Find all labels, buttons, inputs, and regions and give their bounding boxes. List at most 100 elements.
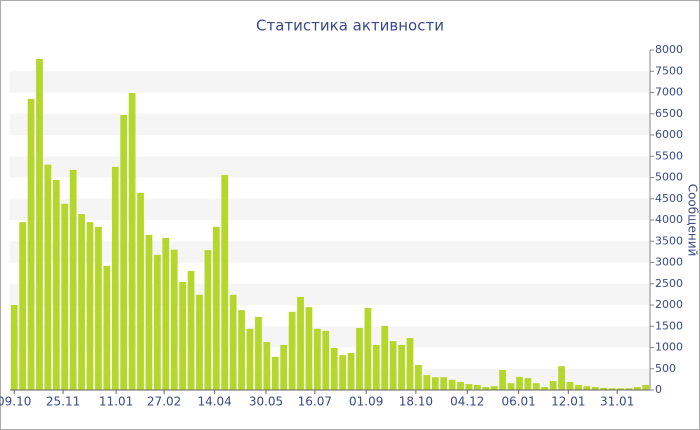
y-tick-label: 1000: [655, 341, 683, 354]
x-tick-label: 25.11: [46, 395, 80, 409]
bar: [381, 325, 389, 390]
bar: [575, 384, 582, 390]
bar: [474, 384, 481, 390]
bar: [221, 174, 229, 390]
grid-band: [10, 156, 650, 178]
y-tick-label: 5500: [655, 149, 683, 162]
grid-band: [10, 198, 650, 220]
y-tick-label: 2500: [655, 277, 683, 290]
x-tick-label: 04.12: [450, 395, 484, 409]
bar: [61, 203, 69, 390]
bar: [457, 381, 464, 390]
x-tick-label: 01.09: [349, 395, 383, 409]
bar: [120, 115, 128, 391]
x-tick-label: 16.07: [298, 395, 332, 409]
chart-title: Статистика активности: [256, 17, 444, 35]
x-tick-label: 30.05: [249, 395, 283, 409]
bar: [170, 249, 178, 390]
bar: [255, 316, 262, 390]
bar: [69, 169, 77, 390]
y-tick-label: 500: [655, 362, 676, 375]
bar: [558, 366, 565, 390]
bar: [516, 376, 523, 390]
bar: [128, 92, 136, 391]
bar: [204, 250, 212, 390]
bar: [137, 192, 144, 390]
bar: [145, 234, 153, 390]
grid-band: [10, 326, 650, 348]
bar: [10, 305, 18, 390]
x-tick-label: 14.04: [197, 395, 231, 409]
bar: [271, 356, 279, 390]
bar: [549, 381, 557, 390]
bar: [406, 338, 414, 390]
bar: [591, 387, 599, 390]
x-tick-label: 31.01: [600, 395, 634, 409]
bar: [196, 294, 203, 390]
bar: [179, 282, 186, 390]
y-tick-label: 4000: [655, 213, 683, 226]
bar: [36, 58, 43, 391]
x-tick-label: 11.01: [99, 395, 133, 409]
bar: [44, 164, 52, 390]
bar: [431, 377, 439, 390]
bar: [330, 347, 338, 390]
bar: [229, 294, 237, 390]
bar: [566, 381, 574, 390]
bar: [398, 344, 405, 390]
bar: [608, 388, 616, 390]
bar: [625, 388, 633, 390]
y-tick-label: 3000: [655, 256, 683, 269]
bar: [490, 386, 498, 390]
bar: [642, 384, 650, 390]
y-tick-label: 1500: [655, 319, 683, 332]
bar: [78, 214, 85, 390]
bar: [103, 265, 111, 390]
bar: [111, 166, 119, 390]
grid-band: [10, 283, 650, 305]
bar: [415, 364, 422, 390]
bar: [364, 307, 372, 390]
grid-band: [10, 71, 650, 93]
bar: [541, 387, 549, 390]
x-tick-label: 27.02: [147, 395, 181, 409]
bar: [448, 379, 456, 390]
x-tick-label: 06.01: [501, 395, 535, 409]
y-tick-label: 4500: [655, 192, 683, 205]
bar: [356, 327, 363, 390]
y-tick-label: 3500: [655, 234, 683, 247]
bar: [389, 341, 397, 390]
grid-band: [10, 241, 650, 263]
bar: [297, 296, 304, 390]
bar: [27, 98, 35, 390]
y-tick-label: 7000: [655, 86, 683, 99]
y-tick-label: 2000: [655, 298, 683, 311]
bar: [440, 377, 448, 390]
y-tick-label: 8000: [655, 43, 683, 56]
bar: [617, 388, 624, 390]
y-tick-label: 0: [655, 383, 662, 396]
bar: [212, 226, 220, 390]
bar: [524, 378, 532, 390]
bar: [339, 355, 346, 390]
grid-band: [10, 113, 650, 135]
bar: [95, 226, 102, 390]
y-tick-label: 6500: [655, 107, 683, 120]
bar: [634, 387, 641, 390]
bar: [52, 180, 60, 390]
bar: [19, 222, 26, 390]
grid-band: [10, 368, 650, 390]
bar: [314, 328, 321, 390]
bar: [305, 307, 313, 390]
bar: [465, 384, 473, 390]
bar: [238, 310, 245, 390]
bar: [280, 344, 288, 390]
x-tick-label: 12.01: [551, 395, 585, 409]
bar: [372, 344, 380, 390]
bar: [246, 328, 254, 390]
x-tick-label: 18.10: [399, 395, 433, 409]
y-tick-label: 7500: [655, 64, 683, 77]
bar: [162, 237, 170, 390]
bar: [187, 271, 195, 390]
